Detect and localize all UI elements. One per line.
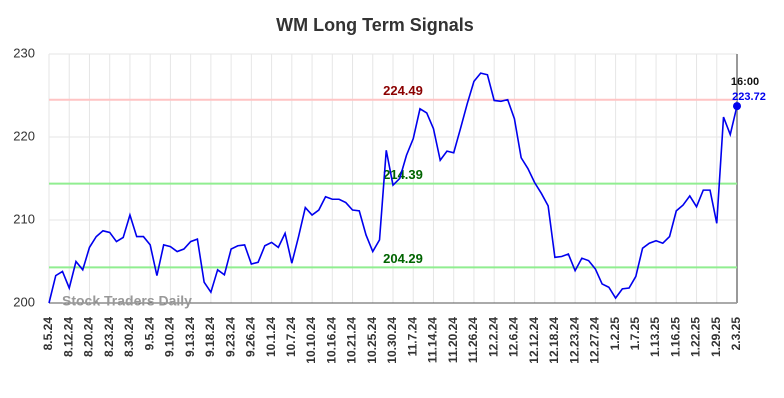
x-tick-label: 8.5.24 xyxy=(41,317,55,351)
x-tick-label: 10.21.24 xyxy=(345,317,359,364)
level-label: 204.29 xyxy=(383,251,423,266)
last-value: 223.72 xyxy=(732,91,766,103)
x-tick-label: 8.20.24 xyxy=(82,317,96,357)
level-label: 214.39 xyxy=(383,167,423,182)
x-tick-label: 10.25.24 xyxy=(365,317,379,364)
price-line xyxy=(48,72,738,304)
x-tick-label: 1.2.25 xyxy=(608,317,622,351)
x-tick-label: 1.29.25 xyxy=(709,317,723,357)
x-tick-label: 8.12.24 xyxy=(61,317,75,357)
watermark: Stock Traders Daily xyxy=(62,293,192,309)
x-tick-label: 9.10.24 xyxy=(163,317,177,357)
x-tick-label: 8.30.24 xyxy=(122,317,136,357)
y-tick-label: 220 xyxy=(13,128,35,143)
x-tick-label: 1.7.25 xyxy=(628,317,642,351)
x-tick-label: 8.23.24 xyxy=(102,317,116,357)
x-tick-label: 2.3.25 xyxy=(729,317,743,351)
x-tick-label: 9.23.24 xyxy=(223,317,237,357)
x-tick-label: 12.12.24 xyxy=(527,317,541,364)
y-tick-label: 200 xyxy=(13,294,35,309)
x-tick-label: 12.18.24 xyxy=(547,317,561,364)
x-tick-label: 1.22.25 xyxy=(689,317,703,357)
x-tick-label: 10.16.24 xyxy=(324,317,338,364)
x-tick-label: 9.5.24 xyxy=(142,317,156,351)
x-tick-label: 11.7.24 xyxy=(405,317,419,357)
x-tick-label: 9.26.24 xyxy=(244,317,258,357)
x-tick-label: 1.13.25 xyxy=(648,317,662,357)
y-tick-label: 230 xyxy=(13,45,35,60)
x-tick-label: 12.2.24 xyxy=(486,317,500,357)
x-tick-label: 9.18.24 xyxy=(203,317,217,357)
x-tick-label: 11.20.24 xyxy=(446,317,460,363)
x-tick-label: 12.23.24 xyxy=(567,317,581,364)
x-tick-label: 11.26.24 xyxy=(466,317,480,363)
level-label: 224.49 xyxy=(383,83,423,98)
x-tick-label: 9.13.24 xyxy=(183,317,197,357)
x-tick-label: 10.30.24 xyxy=(385,317,399,364)
x-tick-label: 11.14.24 xyxy=(426,317,440,363)
last-time: 16:00 xyxy=(731,76,759,88)
x-tick-label: 10.7.24 xyxy=(284,317,298,357)
x-tick-label: 12.6.24 xyxy=(507,317,521,357)
x-tick-label: 10.1.24 xyxy=(264,317,278,357)
chart-title: WM Long Term Signals xyxy=(276,15,474,35)
y-tick-label: 210 xyxy=(13,211,35,226)
x-tick-label: 10.10.24 xyxy=(304,317,318,364)
x-tick-label: 1.16.25 xyxy=(668,317,682,357)
x-tick-label: 12.27.24 xyxy=(588,317,602,364)
last-point xyxy=(733,102,741,111)
